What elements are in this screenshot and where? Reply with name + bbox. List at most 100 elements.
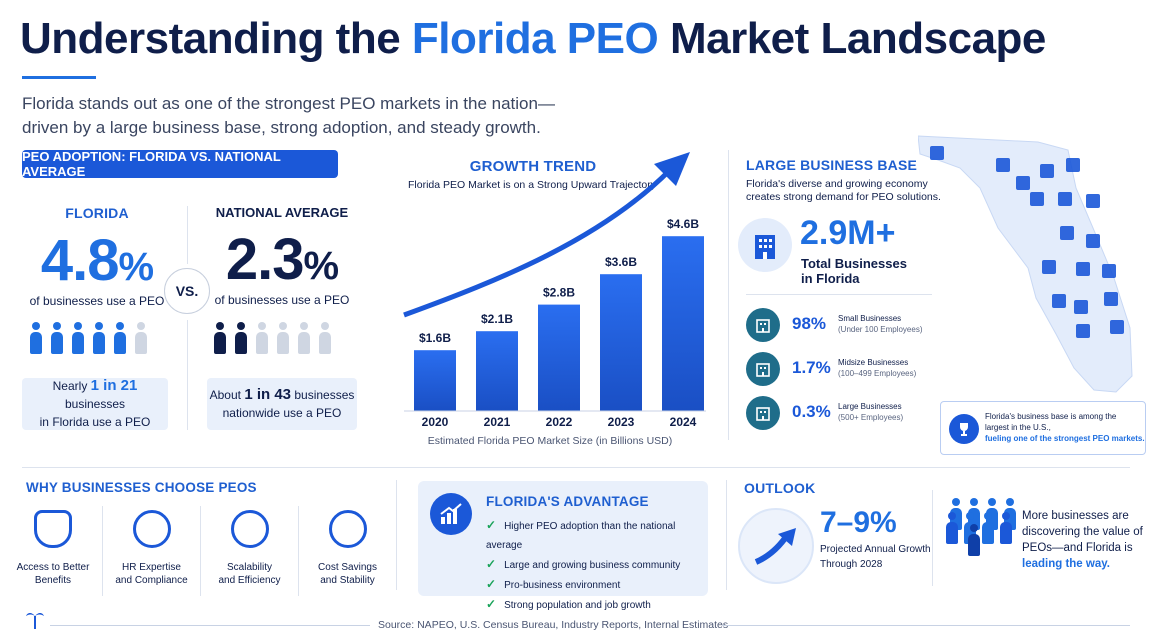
map-building-icon [1066,158,1080,172]
check-icon: ✓ [486,597,497,611]
segment-pct: 98% [792,314,827,333]
category-label: 2021 [484,415,511,429]
store-icon [746,308,780,342]
category-label: 2020 [422,415,449,429]
bar-2022 [538,304,580,411]
why-item: Cost Savings and Stability [298,506,396,596]
vs-badge: VS. [164,268,210,314]
intro-line-2: driven by a large business base, strong … [22,118,541,137]
title-underline [22,76,96,79]
person-icon [1000,512,1012,546]
person-icon [298,322,310,356]
segment-row: 1.7% Midsize Businesses (100–499 Employees… [746,350,936,390]
category-label: 2024 [670,415,697,429]
business-segments: 98% Small Businesses (Under 100 Employees)… [746,306,936,436]
person-icon [968,524,980,558]
advantage-item: ✓ Large and growing business community [486,557,681,571]
florida-note: Nearly 1 in 21 businesses in Florida use … [22,377,168,430]
growth-bar-chart: $1.6B 2020 $2.1B 2021 $2.8B 2022 $3.6B 2023 $4.6… [403,152,706,429]
advantage-item: ✓ Pro-business environment [486,577,621,591]
person-icon [982,512,994,546]
growth-caption: Estimated Florida PEO Market Size (in Bi… [427,435,673,447]
segment-name: Small Businesses (Under 100 Employees) [838,314,923,334]
person-icon [319,322,331,356]
check-icon: ✓ [486,557,497,571]
base-heading: LARGE BUSINESS BASE [746,157,918,173]
person-icon [256,322,268,356]
why-item: Access to Better Benefits [4,506,102,596]
tower-building-icon [746,396,780,430]
bar-2020 [414,350,456,411]
trophy-icon [949,414,979,444]
base-callout: Florida's business base is among the larg… [940,401,1146,455]
person-icon [135,322,147,356]
map-building-icon [930,146,944,160]
map-building-icon [1042,260,1056,274]
trend-arrow-icon [738,508,814,584]
growth-heading: GROWTH TREND [469,158,597,175]
total-businesses-value: 2.9M+ [800,214,896,252]
building-icon [738,218,792,272]
map-building-icon [1086,194,1100,208]
category-label: 2022 [546,415,573,429]
person-icon [72,322,84,356]
segment-name: Large Businesses (500+ Employees) [838,402,904,422]
check-icon: ✓ [486,518,497,532]
why-item: HR Expertise and Compliance [102,506,200,596]
person-icon [277,322,289,356]
why-item: Scalability and Efficiency [200,506,298,596]
page-title: Understanding the Florida PEO Market Lan… [20,14,1046,64]
chart-growth-icon [430,493,472,535]
shield-people-icon [34,510,72,548]
florida-value: 4.8% [40,228,154,293]
intro-line-1: Florida stands out as one of the stronge… [22,94,555,113]
advantage-heading: FLORIDA'S ADVANTAGE [486,494,649,509]
check-icon: ✓ [486,577,497,591]
person-icon [946,512,958,546]
map-building-icons [918,128,1148,398]
outlook-message: More businesses are discovering the value… [1022,510,1143,570]
growth-subtitle: Florida PEO Market is on a Strong Upward… [407,179,656,191]
national-sub: of businesses use a PEO [214,293,350,307]
source-note: Source: NAPEO, U.S. Census Bureau, Indus… [378,619,729,631]
category-label: 2023 [608,415,635,429]
map-building-icon [1110,320,1124,334]
national-column: NATIONAL AVERAGE 2.3% of businesses use … [206,205,358,307]
map-building-icon [1030,192,1044,206]
piggy-bank-icon [328,510,367,548]
why-heading: WHY BUSINESSES CHOOSE PEOS [26,480,257,495]
title-part-1: Understanding the [20,14,412,63]
person-icon [114,322,126,356]
national-label: NATIONAL AVERAGE [215,205,349,220]
advantage-item: ✓ Strong population and job growth [486,597,651,611]
title-part-2: Market Landscape [658,14,1046,63]
segment-pct: 0.3% [792,402,831,421]
map-building-icon [1052,294,1066,308]
segment-row: 98% Small Businesses (Under 100 Employees) [746,306,936,346]
bar-value-label: $3.6B [605,255,637,269]
office-building-icon [746,352,780,386]
florida-column: FLORIDA 4.8% of businesses use a PEO [22,205,172,308]
palm-tree-icon [26,608,44,635]
person-icon [51,322,63,356]
people-group-icon [946,498,1018,562]
advantage-item: ✓ Higher PEO adoption than the national a… [486,518,676,551]
bar-2024 [662,236,704,411]
bar-value-label: $2.8B [543,286,575,300]
outlook-label: Projected Annual Growth Through 2028 [820,544,931,570]
national-value: 2.3% [225,227,339,292]
map-building-icon [1076,324,1090,338]
base-callout-text: Florida's business base is among the larg… [985,412,1145,443]
map-building-icon [1102,264,1116,278]
total-businesses-label: Total Businesses in Florida [801,256,907,286]
map-building-icon [1086,234,1100,248]
map-building-icon [996,158,1010,172]
map-building-icon [1076,262,1090,276]
map-building-icon [1040,164,1054,178]
florida-label: FLORIDA [65,205,129,221]
person-icon [30,322,42,356]
base-desc: Florida's diverse and growing economy cre… [746,178,941,203]
national-note: About 1 in 43 businesses nationwide use a… [207,378,357,430]
outlook-value: 7–9% [820,506,897,539]
bar-value-label: $4.6B [667,217,699,231]
